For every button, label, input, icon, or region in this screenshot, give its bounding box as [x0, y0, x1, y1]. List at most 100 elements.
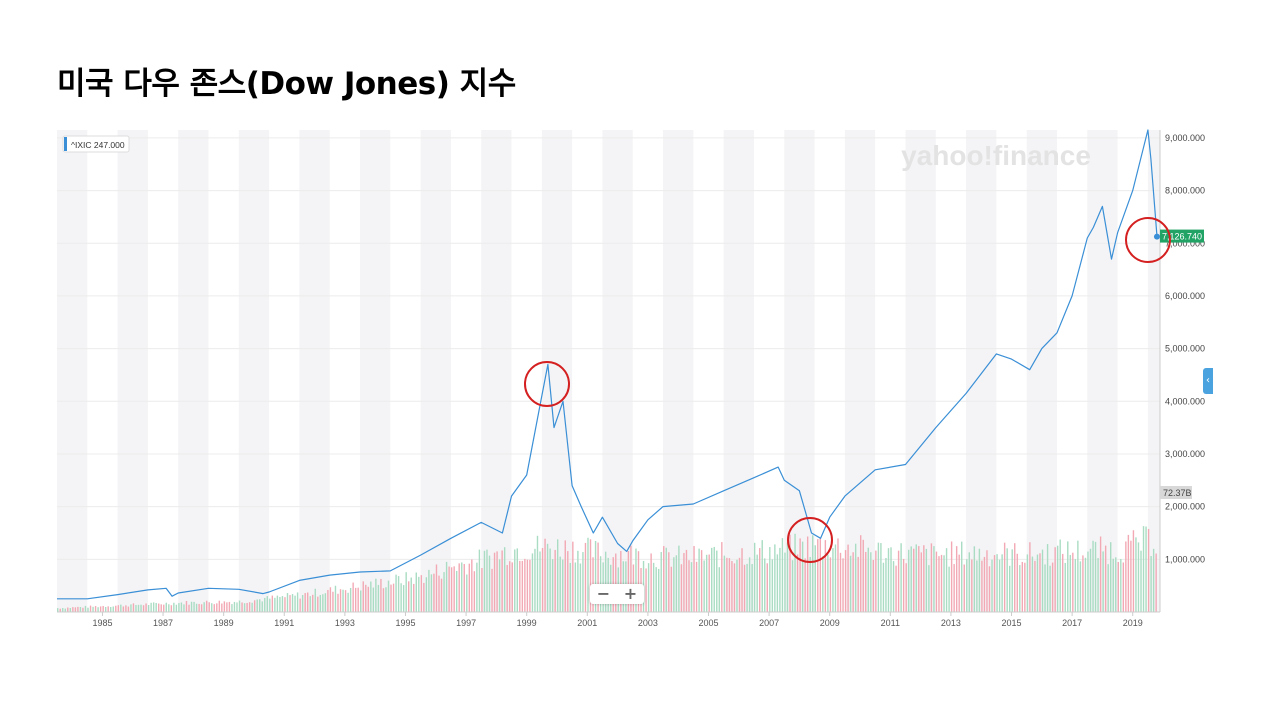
volume-bar — [645, 568, 647, 612]
volume-bar — [900, 543, 902, 612]
volume-bar — [1145, 526, 1147, 612]
volume-bar — [1099, 536, 1102, 612]
volume-bar — [423, 582, 425, 612]
volume-bar — [875, 550, 877, 612]
volume-bar — [766, 563, 768, 612]
legend-chip[interactable]: ^IXIC 247.000 — [62, 135, 130, 153]
series-line-0 — [57, 129, 1158, 600]
volume-bar — [976, 560, 978, 612]
volume-bar — [1021, 561, 1024, 612]
year-band — [360, 130, 391, 612]
volume-bar — [223, 601, 226, 612]
volume-bar — [564, 540, 566, 612]
volume-bar — [966, 559, 968, 612]
volume-bar — [208, 602, 210, 612]
volume-bar — [370, 581, 372, 612]
volume-bar — [529, 559, 531, 612]
volume-bar — [332, 591, 334, 612]
volume-bar — [799, 538, 801, 612]
collapse-panel-button[interactable]: ‹ — [1203, 368, 1213, 394]
watermark: yahoo!finance — [901, 140, 1091, 171]
volume-bar — [385, 587, 387, 612]
volume-bar — [1062, 553, 1064, 612]
volume-bar — [397, 576, 400, 612]
volume-bar — [759, 548, 761, 612]
volume-bar — [776, 554, 779, 612]
volume-bar — [812, 535, 814, 612]
volume-bar — [847, 544, 849, 612]
volume-bar — [152, 602, 155, 612]
volume-bar — [572, 541, 574, 612]
volume-bar — [486, 549, 488, 612]
volume-bar — [1094, 541, 1097, 612]
volume-bar — [380, 578, 382, 612]
volume-bar — [115, 605, 117, 612]
volume-bar — [324, 593, 327, 612]
volume-bar — [509, 561, 511, 612]
volume-bar — [1074, 559, 1077, 612]
volume-bar — [195, 603, 198, 612]
volume-bar — [243, 603, 246, 612]
volume-bar — [796, 554, 799, 612]
volume-bar — [200, 604, 203, 612]
volume-bar — [678, 545, 680, 612]
volume-bar — [915, 544, 917, 612]
volume-bar — [822, 556, 824, 612]
volume-bar — [857, 556, 859, 612]
volume-bar — [483, 550, 486, 612]
volume-bar — [107, 606, 109, 612]
y-tick-labels: 1,000.000 2,000.000 3,000.000 4,000.000 5,00… — [1165, 133, 1205, 564]
volume-bar — [377, 584, 380, 612]
volume-bar — [814, 545, 816, 612]
volume-bar — [430, 574, 433, 612]
zoom-in-button[interactable]: + — [623, 584, 638, 603]
volume-bar — [259, 599, 261, 612]
volume-bar — [920, 552, 923, 612]
volume-bar — [301, 594, 304, 612]
legend-label: ^IXIC 247.000 — [71, 140, 125, 150]
volume-bar — [534, 548, 536, 612]
volume-bar — [726, 557, 728, 612]
volume-bar — [746, 563, 748, 612]
year-band — [905, 130, 936, 612]
volume-bar — [375, 578, 377, 612]
year-band — [299, 130, 330, 612]
zoom-out-button[interactable]: − — [596, 584, 611, 603]
y-tick-label: 6,000.000 — [1165, 291, 1205, 301]
volume-bar — [877, 542, 880, 612]
volume-bar — [1122, 562, 1125, 612]
volume-bar — [751, 564, 753, 612]
volume-bar — [627, 551, 630, 612]
volume-bar — [753, 542, 756, 612]
volume-bar — [1135, 537, 1137, 612]
volume-bar — [668, 552, 670, 612]
y-tick-label: 8,000.000 — [1165, 186, 1205, 196]
volume-bar — [294, 595, 296, 612]
volume-bar — [390, 584, 392, 612]
volume-bar — [1087, 551, 1089, 612]
x-tick-label: 2013 — [941, 618, 961, 628]
volume-bar — [175, 604, 178, 612]
volume-label: 72.37B — [1163, 488, 1192, 498]
volume-bar — [519, 560, 521, 612]
volume-bar — [1049, 565, 1051, 612]
volume-bar — [135, 604, 137, 612]
volume-bar — [731, 561, 733, 612]
volume-bar — [943, 555, 945, 612]
volume-bar — [587, 537, 589, 612]
volume-bar — [453, 566, 455, 612]
volume-bar — [544, 538, 546, 612]
axes — [57, 130, 1161, 613]
volume-bar — [860, 535, 862, 612]
x-tick-label: 1987 — [153, 618, 173, 628]
volume-bar — [688, 560, 690, 612]
volume-bar — [809, 556, 811, 612]
x-tick-label: 2011 — [881, 618, 900, 628]
last-price-dot — [1153, 233, 1160, 240]
volume-bar — [895, 565, 897, 612]
volume-bar — [844, 550, 847, 612]
volume-bar — [693, 546, 695, 612]
highlight-circle-2000-peak — [524, 361, 570, 407]
